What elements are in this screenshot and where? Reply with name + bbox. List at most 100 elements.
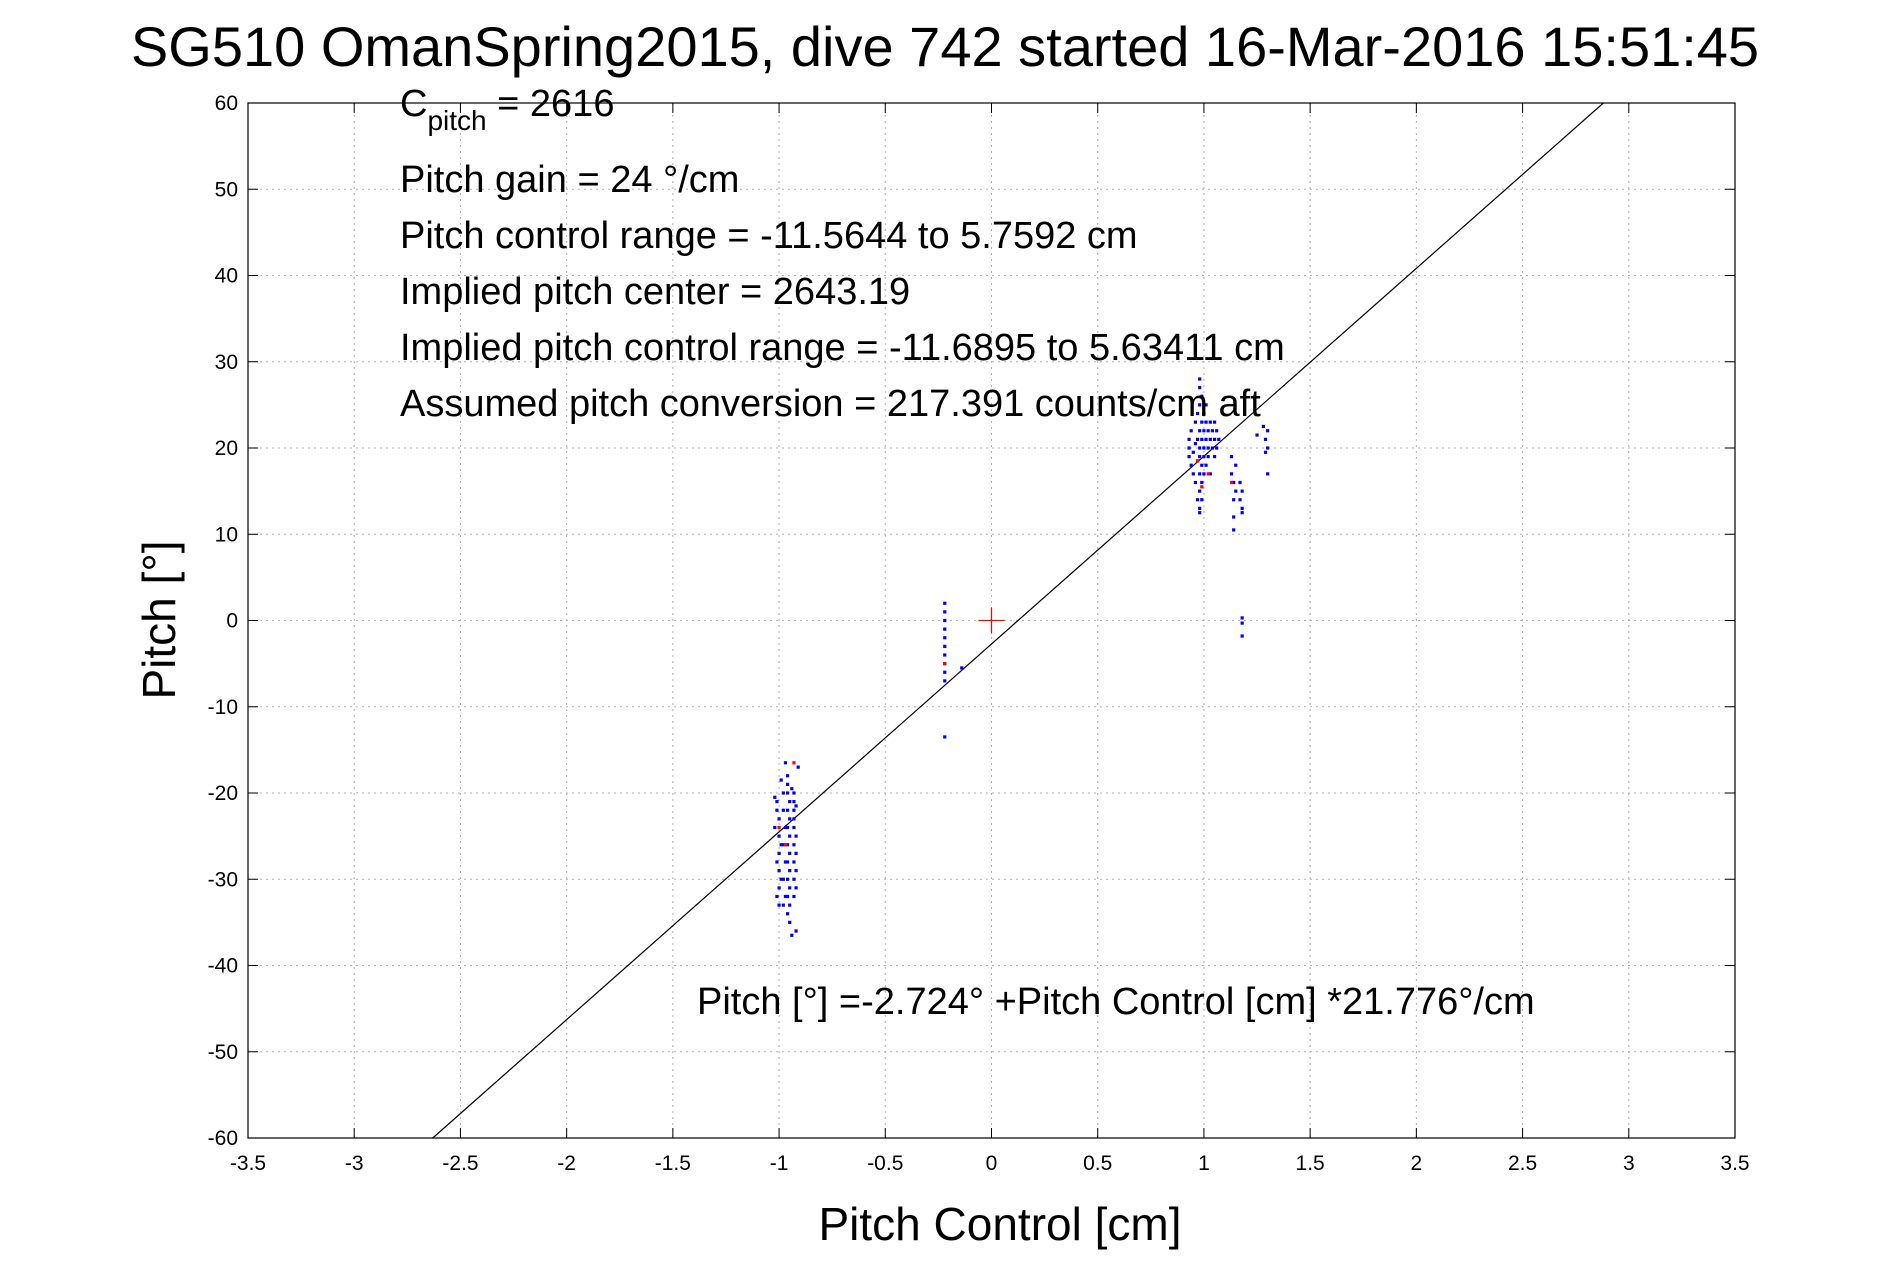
data-point: [773, 795, 777, 799]
data-point: [1198, 506, 1202, 510]
data-point: [792, 894, 796, 899]
data-point: [1200, 420, 1204, 424]
data-point: [943, 662, 947, 666]
data-points: [773, 377, 1270, 937]
data-point: [1198, 455, 1202, 459]
data-point: [1195, 498, 1200, 502]
y-tick-label: -60: [208, 1127, 238, 1150]
data-point: [785, 894, 790, 899]
data-point: [792, 843, 796, 847]
data-point: [1232, 498, 1236, 502]
data-point: [1240, 511, 1244, 515]
data-point: [788, 800, 792, 804]
data-point: [943, 679, 947, 683]
data-point: [1200, 437, 1204, 441]
data-point: [1198, 472, 1202, 476]
data-point: [1191, 472, 1195, 476]
fit-line: [432, 102, 1604, 1139]
data-point: [1217, 437, 1221, 441]
data-point: [790, 933, 794, 937]
data-point: [1215, 429, 1219, 433]
data-point: [779, 843, 783, 847]
data-point: [1195, 411, 1200, 416]
fit-equation: Pitch [°] =-2.724° +Pitch Control [cm] *…: [697, 981, 1535, 1023]
data-point: [788, 834, 792, 838]
annotation-pitch-gain: Pitch gain = 24 °/cm: [400, 159, 739, 201]
data-point: [1210, 429, 1215, 433]
x-tick-label: 1: [1198, 1152, 1210, 1175]
data-point: [777, 886, 781, 890]
data-point: [777, 851, 781, 855]
data-point: [1229, 480, 1234, 485]
x-tick-label: 2: [1411, 1152, 1423, 1175]
data-point: [1263, 450, 1268, 454]
data-point: [779, 778, 783, 782]
data-point: [960, 666, 964, 670]
y-tick-label: -30: [208, 868, 238, 891]
x-tick-label: 3: [1623, 1152, 1635, 1175]
data-point: [1202, 446, 1206, 450]
x-tick-label: -2.5: [442, 1152, 478, 1175]
data-point: [1202, 411, 1206, 416]
data-point: [1232, 480, 1236, 485]
data-point: [794, 851, 798, 855]
data-point: [783, 761, 788, 765]
data-point: [794, 929, 798, 933]
data-point: [1212, 437, 1217, 441]
data-point: [792, 817, 796, 821]
data-point: [943, 601, 947, 605]
annotation-implied-range: Implied pitch control range = -11.6895 t…: [400, 327, 1285, 369]
data-point: [1204, 403, 1208, 407]
data-point: [1266, 472, 1270, 476]
data-point: [794, 886, 798, 890]
annotation-control-range: Pitch control range = -11.5644 to 5.7592…: [400, 215, 1138, 257]
center-marker: [978, 607, 1005, 634]
data-point: [1195, 437, 1200, 441]
data-point: [1204, 437, 1208, 441]
data-point: [943, 618, 947, 623]
y-tick-label: 30: [215, 351, 238, 374]
data-point: [1200, 480, 1204, 485]
data-point: [1238, 480, 1242, 485]
data-point: [775, 894, 779, 899]
data-point: [777, 903, 781, 907]
data-point: [783, 843, 788, 847]
data-point: [1240, 616, 1244, 620]
data-point: [1240, 621, 1244, 625]
data-point: [1198, 446, 1202, 450]
y-tick-label: -20: [208, 782, 238, 805]
data-point: [788, 920, 792, 924]
data-point: [1266, 446, 1270, 450]
data-point: [796, 765, 800, 769]
data-point: [1193, 420, 1198, 424]
data-point: [785, 912, 790, 916]
data-point: [1204, 463, 1208, 467]
x-tick-label: 3.5: [1720, 1152, 1749, 1175]
data-point: [1208, 420, 1212, 424]
x-tick-label: -1: [770, 1152, 789, 1175]
data-point: [1187, 446, 1191, 450]
annotation-block: Cpitch = 2616 Pitch gain = 24 °/cm Pitch…: [400, 83, 1285, 425]
plot-area: -3.5 -3 -2.5 -2 -1.5 -1 -0.5 0 0.5 1 1.5 2 2.5 3 3.5 6…: [208, 92, 1750, 1175]
data-point: [1187, 455, 1191, 459]
data-point: [1206, 446, 1210, 450]
y-tick-label: 50: [215, 178, 238, 201]
data-point: [1234, 463, 1238, 467]
data-point: [777, 825, 781, 830]
data-point: [1198, 511, 1202, 515]
data-point: [779, 877, 783, 881]
data-point: [785, 860, 790, 864]
data-point: [1193, 442, 1198, 446]
data-point: [792, 800, 796, 804]
data-point: [794, 804, 798, 808]
y-tick-label: 20: [215, 437, 238, 460]
data-point: [1208, 472, 1212, 476]
data-point: [1210, 446, 1215, 450]
data-point: [1198, 403, 1202, 407]
data-point: [1189, 463, 1193, 467]
data-point: [773, 825, 777, 830]
data-point: [1187, 437, 1191, 441]
data-point: [1200, 463, 1204, 467]
data-point: [1208, 437, 1212, 441]
data-point: [1232, 528, 1236, 532]
